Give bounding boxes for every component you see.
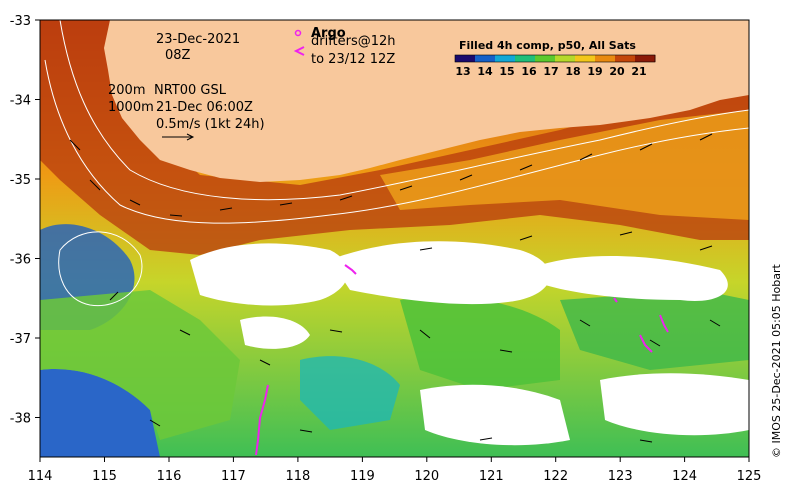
colorbar-tick-label: 19	[587, 65, 602, 78]
green-water-center	[400, 296, 560, 390]
colorbar-swatch	[455, 55, 476, 62]
y-axis-labels: -33 -34 -35 -36 -37 -38	[10, 14, 31, 427]
map-time: 08Z	[165, 48, 191, 63]
x-tick-label: 121	[479, 469, 504, 484]
y-tick-label: -33	[10, 14, 31, 29]
x-tick-label: 125	[737, 469, 762, 484]
colorbar-tick-label: 14	[477, 65, 493, 78]
colorbar-swatch	[475, 55, 496, 62]
contour-1000m	[44, 59, 749, 224]
x-tick-label: 116	[157, 469, 182, 484]
product-time-label: 21-Dec 06:00Z	[156, 100, 253, 115]
argo-label: Argo	[311, 26, 346, 41]
current-vectors	[69, 133, 721, 443]
y-axis-ticks	[35, 19, 40, 418]
colorbar-swatch	[635, 55, 656, 62]
contour-1000m-label: 1000m	[108, 100, 154, 115]
drifter-track-1	[255, 384, 269, 456]
x-tick-label: 122	[543, 469, 568, 484]
drifter-tracks	[255, 264, 669, 456]
colorbar-swatch	[495, 55, 516, 62]
drifter-marker-icon	[293, 46, 305, 56]
colorbar-tick-label: 13	[455, 65, 470, 78]
x-tick-label: 114	[28, 469, 53, 484]
cloud-mask-5	[600, 373, 749, 436]
colorbar-swatch	[555, 55, 576, 62]
argo-marker-icon	[294, 29, 302, 37]
colorbar-swatch	[515, 55, 536, 62]
colorbar-swatch	[575, 55, 596, 62]
y-tick-label: -37	[10, 332, 31, 347]
cloud-mask-3	[540, 255, 728, 301]
colorbar-tick-label: 17	[543, 65, 558, 78]
colorbar-swatch	[535, 55, 556, 62]
x-tick-label: 115	[92, 469, 117, 484]
colorbar-ticks: 13 14 15 16 17 18 19 20 21	[455, 65, 646, 78]
teal-patch-center	[300, 356, 400, 430]
cool-water-southwest	[40, 369, 160, 457]
vector-scale-arrowhead-icon	[186, 133, 195, 141]
vector-scale-label: 0.5m/s (1kt 24h)	[156, 117, 265, 132]
x-axis-ticks	[39, 457, 750, 462]
plot-frame	[39, 19, 750, 458]
map-plot-area	[40, 20, 749, 457]
colorbar: Filled 4h comp, p50, All Sats 13 14 15 1…	[454, 39, 656, 78]
x-tick-label: 119	[350, 469, 375, 484]
y-tick-label: -38	[10, 412, 31, 427]
cloud-mask-2	[330, 241, 550, 305]
x-tick-label: 117	[221, 469, 246, 484]
colorbar-tick-label: 21	[631, 65, 646, 78]
y-tick-label: -35	[10, 173, 31, 188]
y-tick-label: -34	[10, 94, 31, 109]
cloud-mask-6	[240, 316, 310, 349]
colorbar-swatches	[455, 55, 656, 62]
colorbar-swatch	[615, 55, 636, 62]
colorbar-title: Filled 4h comp, p50, All Sats	[459, 39, 636, 52]
x-tick-label: 123	[608, 469, 633, 484]
drifter-track-3	[639, 334, 653, 353]
map-date: 23-Dec-2021	[156, 32, 240, 47]
cloud-mask-4	[420, 384, 570, 446]
product-label: NRT00 GSL	[154, 83, 227, 98]
contour-200m	[59, 20, 749, 201]
contour-eddy	[58, 231, 143, 307]
x-axis-labels: 114 115 116 117 118 119 120 121 122 123 …	[28, 469, 762, 484]
cloud-mask-1	[190, 243, 349, 306]
colorbar-frame	[454, 54, 656, 63]
imos-credit: © IMOS 25-Dec-2021 05:05 Hobart	[770, 263, 783, 458]
colorbar-tick-label: 16	[521, 65, 537, 78]
x-tick-label: 118	[285, 469, 310, 484]
drifter-track-5	[613, 297, 618, 303]
orange-band	[380, 110, 749, 220]
drifters-label-line1: drifters@12h	[311, 34, 396, 49]
green-water-east	[560, 290, 749, 370]
colorbar-tick-label: 18	[565, 65, 580, 78]
colorbar-tick-label: 15	[499, 65, 514, 78]
x-tick-label: 124	[672, 469, 697, 484]
y-tick-label: -36	[10, 253, 31, 268]
drifter-track-2	[344, 264, 357, 275]
drifters-label-line2: to 23/12 12Z	[311, 52, 395, 67]
colorbar-tick-label: 20	[609, 65, 625, 78]
x-tick-label: 120	[414, 469, 439, 484]
colorbar-swatch	[595, 55, 616, 62]
drifter-track-4	[659, 314, 669, 333]
contour-200m-label: 200m	[108, 83, 145, 98]
green-water-west	[40, 290, 240, 440]
